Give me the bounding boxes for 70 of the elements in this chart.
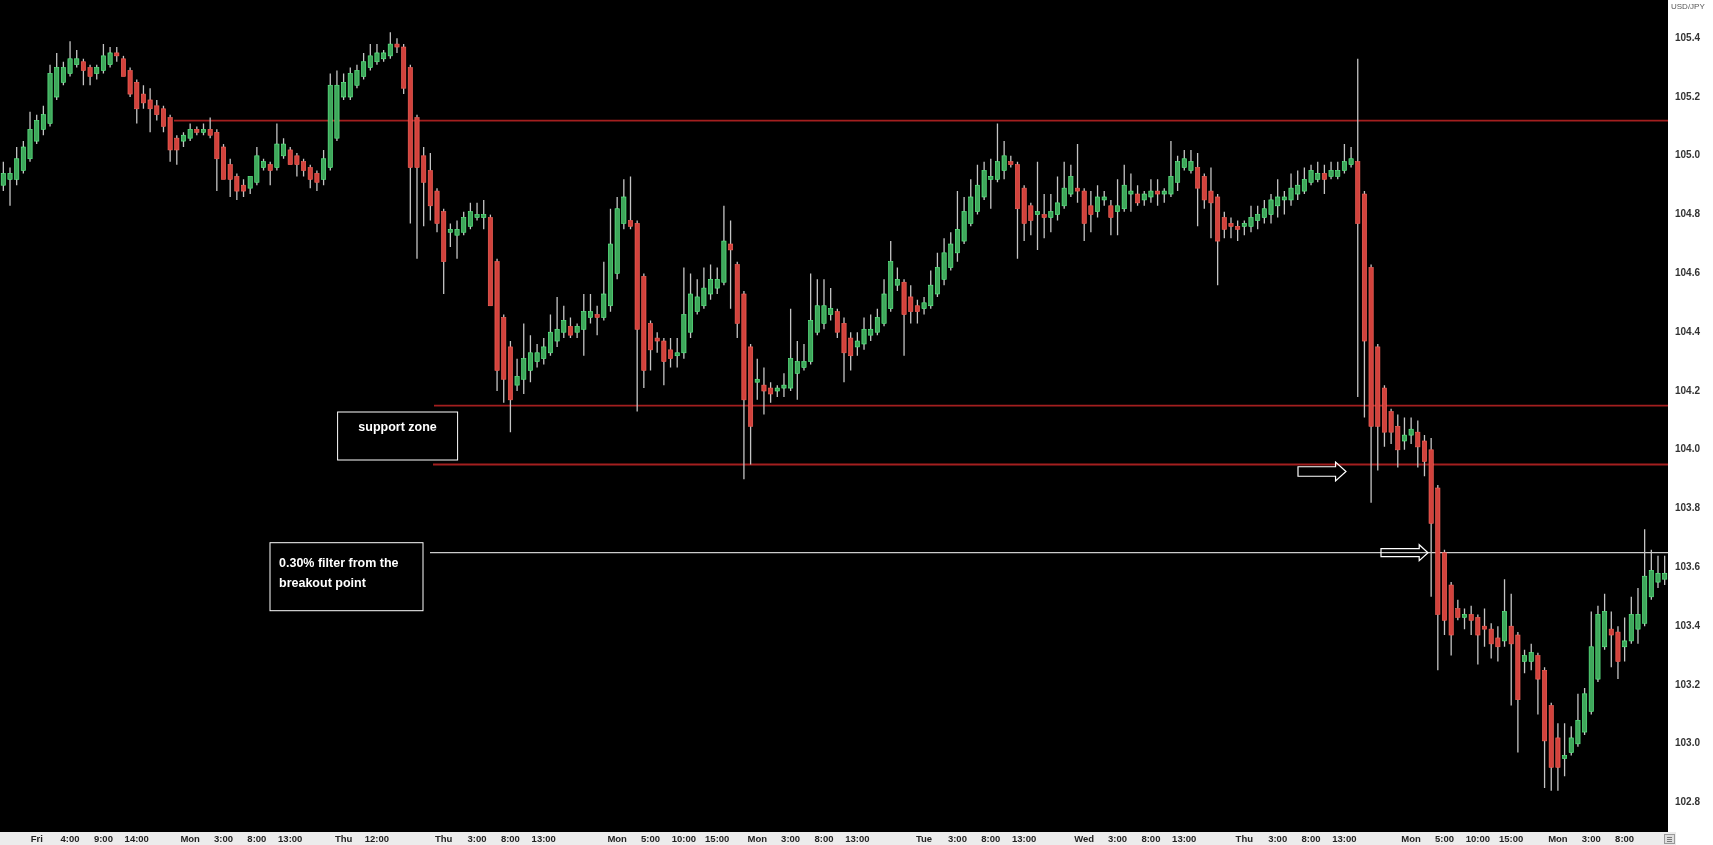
candlestick bbox=[594, 305, 600, 336]
x-tick-label: 3:00 bbox=[1581, 833, 1601, 844]
x-tick-label: Mon bbox=[1548, 833, 1568, 844]
y-tick-label: 104.0 bbox=[1675, 443, 1701, 455]
x-tick-label: 5:00 bbox=[1434, 833, 1454, 844]
x-tick-label: 13:00 bbox=[278, 833, 303, 844]
candlestick bbox=[1155, 178, 1161, 207]
candlestick bbox=[1035, 161, 1040, 251]
x-tick-label: 8:00 bbox=[247, 833, 267, 844]
x-tick-label: 8:00 bbox=[1141, 833, 1161, 844]
x-tick-label: 8:00 bbox=[500, 833, 520, 844]
x-tick-label: Thu bbox=[334, 833, 353, 844]
y-tick-label: 103.4 bbox=[1675, 619, 1701, 631]
x-tick-label: Tue bbox=[915, 833, 933, 844]
x-tick-label: 15:00 bbox=[705, 833, 730, 844]
x-tick-label: 10:00 bbox=[1465, 833, 1490, 844]
ref-line-label: 0.30% filter from the breakout point bbox=[279, 555, 399, 590]
text: USD/JPY bbox=[1671, 2, 1706, 11]
y-tick-label: 104.4 bbox=[1675, 325, 1701, 337]
x-tick-label: Thu bbox=[434, 833, 453, 844]
candlestick bbox=[1195, 152, 1201, 228]
x-tick-label: 5:00 bbox=[641, 833, 661, 844]
candlestick bbox=[728, 219, 734, 310]
candlestick bbox=[1562, 722, 1568, 777]
x-tick-label: 10:00 bbox=[671, 833, 697, 844]
x-tick-label: 9:00 bbox=[93, 833, 113, 844]
x-tick-label: 3:00 bbox=[781, 833, 801, 844]
x-tick-label: 13:00 bbox=[1332, 833, 1357, 844]
x-tick-label: 13:00 bbox=[845, 833, 870, 844]
x-tick-label: 3:00 bbox=[467, 833, 487, 844]
y-tick-label: 102.8 bbox=[1675, 796, 1701, 808]
x-tick-label: Mon bbox=[1401, 833, 1422, 844]
x-tick-label: 13:00 bbox=[1172, 833, 1197, 844]
x-tick-label: Fri bbox=[30, 833, 43, 844]
candlestick bbox=[1622, 616, 1628, 663]
x-tick-label: Mon bbox=[607, 833, 628, 844]
x-tick-label: 4:00 bbox=[60, 833, 80, 844]
candlestick bbox=[1321, 163, 1327, 195]
y-tick-label: 103.0 bbox=[1675, 737, 1701, 749]
x-tick-label: 8:00 bbox=[1301, 833, 1321, 844]
y-tick-label: 103.6 bbox=[1675, 561, 1701, 573]
x-tick-label: 14:00 bbox=[124, 833, 149, 844]
y-tick-label: 104.2 bbox=[1675, 384, 1701, 396]
y-tick-label: 104.6 bbox=[1675, 267, 1701, 279]
candlestick bbox=[754, 358, 760, 401]
candlestick bbox=[1041, 193, 1047, 239]
x-tick-label: 3:00 bbox=[1108, 833, 1128, 844]
y-tick-label: 104.8 bbox=[1675, 208, 1701, 220]
x-tick-label: Thu bbox=[1235, 833, 1254, 844]
x-tick-label: 13:00 bbox=[1012, 833, 1037, 844]
x-tick-label: 8:00 bbox=[981, 833, 1001, 844]
x-tick-label: Mon bbox=[747, 833, 768, 844]
candlestick bbox=[1108, 199, 1114, 236]
x-tick-label: 15:00 bbox=[1499, 833, 1524, 844]
annotation: support zone bbox=[358, 420, 437, 434]
x-tick-label: 12:00 bbox=[364, 833, 390, 844]
y-tick-label: 103.2 bbox=[1675, 678, 1701, 690]
candlestick bbox=[1502, 578, 1507, 648]
y-tick-label: 105.2 bbox=[1675, 90, 1701, 102]
y-tick-label: 105.4 bbox=[1675, 31, 1701, 43]
x-tick-label: 8:00 bbox=[814, 833, 834, 844]
x-tick-label: 3:00 bbox=[1268, 833, 1288, 844]
x-tick-label: 3:00 bbox=[947, 833, 967, 844]
y-tick-label: 103.8 bbox=[1675, 502, 1701, 514]
x-tick-label: 3:00 bbox=[214, 833, 234, 844]
x-tick-label: Mon bbox=[180, 833, 201, 844]
y-tick-label: 105.0 bbox=[1675, 149, 1701, 161]
x-tick-label: Wed bbox=[1074, 833, 1095, 844]
x-tick-label: 13:00 bbox=[531, 833, 556, 844]
x-tick-label: 8:00 bbox=[1615, 833, 1635, 844]
